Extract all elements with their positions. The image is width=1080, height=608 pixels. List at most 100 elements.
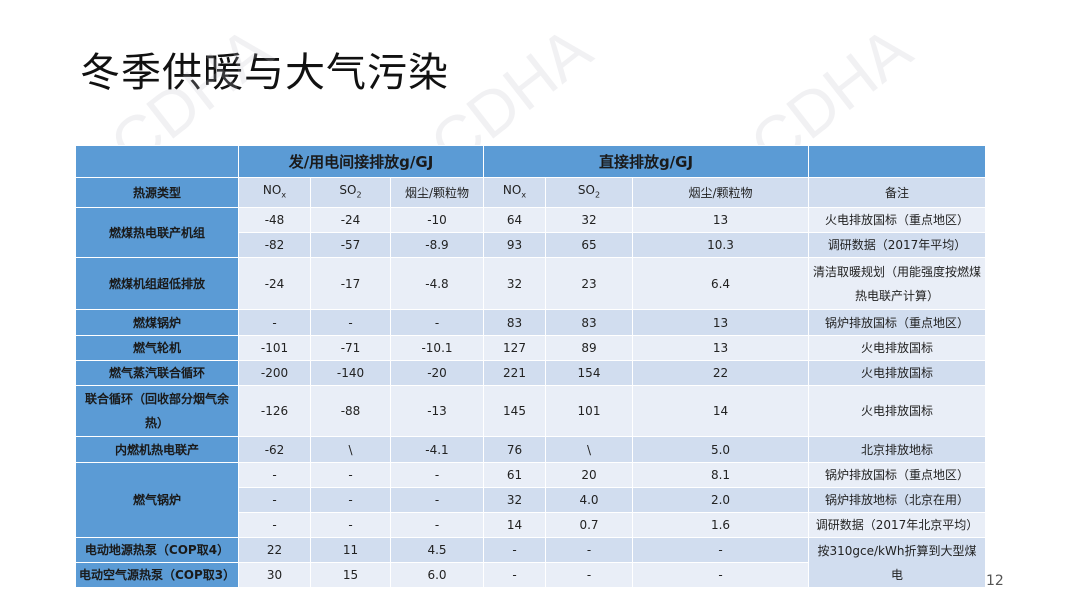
heat-source-type: 联合循环（回收部分烟气余热）: [75, 385, 239, 438]
value-cell: -: [310, 462, 391, 489]
group-header: 发/用电间接排放g/GJ: [238, 145, 484, 178]
column-header: 烟尘/颗粒物: [390, 176, 484, 209]
note-cell: 调研数据（2017年平均）: [808, 232, 986, 259]
heat-source-type: 燃煤热电联产机组: [75, 207, 239, 259]
column-header: 备注: [808, 176, 986, 209]
value-cell: 127: [483, 335, 546, 362]
column-header: NOx: [238, 176, 311, 209]
value-cell: 2.0: [632, 487, 809, 514]
value-cell: 13: [632, 309, 809, 337]
value-cell: 6.0: [390, 562, 484, 589]
value-cell: 65: [545, 232, 633, 259]
table-row: 联合循环（回收部分烟气余热） -126 -88 -13 145 101 14 火电排放国标: [75, 385, 986, 438]
value-cell: -10: [390, 207, 484, 234]
group-header: [75, 145, 239, 178]
value-cell: 14: [632, 385, 809, 438]
value-cell: 30: [238, 562, 311, 589]
value-cell: -200: [238, 360, 311, 387]
value-cell: 4.5: [390, 537, 484, 564]
value-cell: -: [310, 487, 391, 514]
column-header: SO2: [310, 176, 391, 209]
heat-source-type: 电动空气源热泵（COP取3）: [75, 562, 239, 589]
value-cell: -: [238, 512, 311, 539]
value-cell: 64: [483, 207, 546, 234]
value-cell: 8.1: [632, 462, 809, 489]
emissions-table: 发/用电间接排放g/GJ 直接排放g/GJ 热源类型 NOx SO2 烟尘/颗粒物 NOx S…: [75, 145, 986, 589]
value-cell: -88: [310, 385, 391, 438]
note-cell: 火电排放国标: [808, 360, 986, 387]
value-cell: 13: [632, 335, 809, 362]
table-row: 燃气轮机 -101 -71 -10.1 127 89 13 火电排放国标: [75, 335, 986, 362]
note-cell: 火电排放国标（重点地区）: [808, 207, 986, 234]
value-cell: 22: [632, 360, 809, 387]
value-cell: 76: [483, 436, 546, 464]
heat-source-type: 内燃机热电联产: [75, 436, 239, 464]
value-cell: 32: [483, 257, 546, 311]
value-cell: -24: [238, 257, 311, 311]
value-cell: -13: [390, 385, 484, 438]
table-row: 电动地源热泵（COP取4） 22 11 4.5- - - 按310gce/kWh折算到大型煤…: [75, 537, 986, 589]
value-cell: -: [545, 537, 633, 564]
value-cell: 61: [483, 462, 546, 489]
heat-source-type: 燃气轮机: [75, 335, 239, 362]
value-cell: -4.8: [390, 257, 484, 311]
value-cell: -24: [310, 207, 391, 234]
value-cell: -: [238, 487, 311, 514]
value-cell: 221: [483, 360, 546, 387]
value-cell: -: [483, 537, 546, 564]
value-cell: 154: [545, 360, 633, 387]
table-row: 内燃机热电联产 -62 \ -4.1 76 \ 5.0 北京排放地标: [75, 436, 986, 464]
note-cell: 锅炉排放国标（重点地区）: [808, 309, 986, 337]
table-row: 燃煤热电联产机组 -48 -24 -10 64 32 13 火电排放国标（重点地区）: [75, 207, 986, 259]
value-cell: 89: [545, 335, 633, 362]
value-cell: -4.1: [390, 436, 484, 464]
slide-title: 冬季供暖与大气污染: [80, 50, 449, 96]
table-row: 燃气锅炉 - - -61 20 8.1 锅炉排放国标（重点地区）: [75, 462, 986, 539]
value-cell: -: [238, 462, 311, 489]
table-row: -82 -57 -8.9 93 65 10.3 调研数据（2017年平均）: [76, 232, 986, 259]
value-cell: 1.6: [632, 512, 809, 539]
value-cell: -: [390, 487, 484, 514]
table-row: - - -14 0.7 1.6 调研数据（2017年北京平均）: [76, 512, 986, 539]
page-number: 12: [986, 573, 1004, 589]
value-cell: -48: [238, 207, 311, 234]
value-cell: -82: [238, 232, 311, 259]
heat-source-type: 燃气蒸汽联合循环: [75, 360, 239, 387]
value-cell: -71: [310, 335, 391, 362]
value-cell: 32: [483, 487, 546, 514]
table-row: 燃煤机组超低排放 -24 -17 -4.8 32 23 6.4 清洁取暖规划（用能强度按燃煤热…: [75, 257, 986, 311]
value-cell: 14: [483, 512, 546, 539]
note-cell: 火电排放国标: [808, 335, 986, 362]
note-cell: 调研数据（2017年北京平均）: [808, 512, 986, 539]
value-cell: 101: [545, 385, 633, 438]
value-cell: -62: [238, 436, 311, 464]
value-cell: 145: [483, 385, 546, 438]
column-header: 烟尘/颗粒物: [632, 176, 809, 209]
value-cell: -: [545, 562, 633, 589]
value-cell: -10.1: [390, 335, 484, 362]
heat-source-type: 电动地源热泵（COP取4）: [75, 537, 239, 564]
value-cell: 4.0: [545, 487, 633, 514]
value-cell: -: [632, 537, 809, 564]
value-cell: 10.3: [632, 232, 809, 259]
note-cell: 按310gce/kWh折算到大型煤电: [808, 537, 986, 589]
value-cell: -: [390, 309, 484, 337]
value-cell: -: [238, 309, 311, 337]
value-cell: 23: [545, 257, 633, 311]
value-cell: 20: [545, 462, 633, 489]
value-cell: 6.4: [632, 257, 809, 311]
value-cell: 11: [310, 537, 391, 564]
group-header: [808, 145, 986, 178]
value-cell: 0.7: [545, 512, 633, 539]
heat-source-type: 燃煤锅炉: [75, 309, 239, 337]
value-cell: -8.9: [390, 232, 484, 259]
table-row: 电动空气源热泵（COP取3） 30 15 6.0- - -: [75, 562, 986, 589]
note-cell: 锅炉排放地标（北京在用）: [808, 487, 986, 514]
value-cell: -20: [390, 360, 484, 387]
value-cell: \: [545, 436, 633, 464]
table-row: 燃煤锅炉 - - -83 83 13 锅炉排放国标（重点地区）: [75, 309, 986, 337]
value-cell: -: [390, 512, 484, 539]
heat-source-type: 燃煤机组超低排放: [75, 257, 239, 311]
note-cell: 清洁取暖规划（用能强度按燃煤热电联产计算）: [808, 257, 986, 311]
column-header: SO2: [545, 176, 633, 209]
